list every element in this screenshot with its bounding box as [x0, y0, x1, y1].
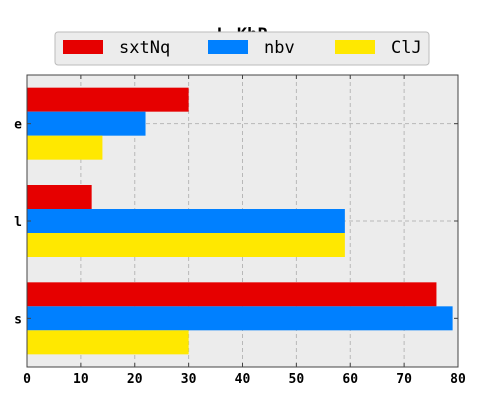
- bar-nbv-s: [27, 306, 453, 330]
- x-tick-label: 20: [127, 372, 143, 387]
- x-tick-label: 50: [289, 372, 305, 387]
- legend: sxtNq nbv ClJ: [55, 32, 429, 65]
- x-tick-label: 40: [235, 372, 251, 387]
- bar-ClJ-s: [27, 330, 189, 354]
- y-tick-label: l: [14, 215, 22, 230]
- x-tick-label: 80: [450, 372, 466, 387]
- x-tick-label: 10: [73, 372, 89, 387]
- x-tick-label: 70: [396, 372, 412, 387]
- bar-sxtNq-s: [27, 282, 436, 306]
- legend-label: sxtNq: [119, 38, 170, 58]
- x-tick-label: 0: [23, 372, 31, 387]
- y-tick-label: e: [14, 118, 22, 133]
- bar-ClJ-l: [27, 233, 345, 257]
- legend-swatch: [208, 40, 248, 54]
- bar-nbv-l: [27, 209, 345, 233]
- y-tick-label: s: [14, 312, 22, 327]
- legend-label: nbv: [264, 38, 295, 58]
- bar-nbv-e: [27, 112, 146, 136]
- legend-swatch: [335, 40, 375, 54]
- legend-label: ClJ: [391, 38, 422, 58]
- bar-sxtNq-e: [27, 88, 189, 112]
- bar-sxtNq-l: [27, 185, 92, 209]
- x-tick-label: 30: [181, 372, 197, 387]
- x-tick-label: 60: [342, 372, 358, 387]
- bar-ClJ-e: [27, 136, 102, 160]
- legend-swatch: [63, 40, 103, 54]
